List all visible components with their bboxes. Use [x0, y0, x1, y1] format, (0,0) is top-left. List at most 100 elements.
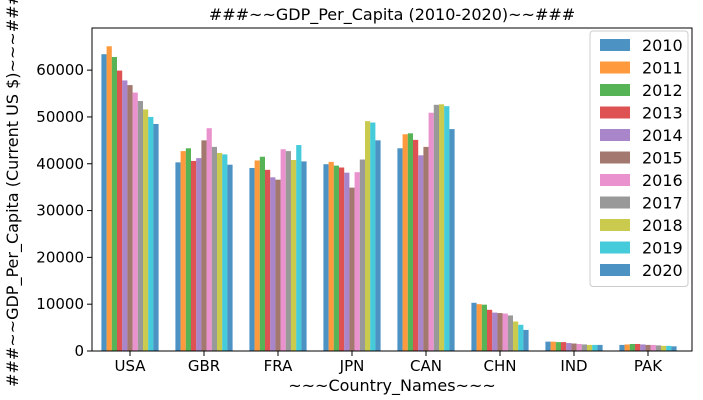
bar-2010-jpn: [323, 164, 329, 351]
x-tick-label-usa: USA: [114, 357, 146, 375]
bar-2015-jpn: [349, 187, 355, 351]
bar-2015-ind: [571, 343, 577, 351]
bar-2011-fra: [254, 160, 260, 351]
y-tick-label: 30000: [36, 202, 84, 220]
bar-2012-gbr: [185, 148, 191, 351]
x-tick-label-pak: PAK: [634, 357, 663, 375]
bar-2016-ind: [576, 343, 582, 351]
bar-2018-pak: [661, 345, 667, 351]
y-tick-label: 0: [74, 342, 84, 360]
y-tick-label: 10000: [36, 295, 84, 313]
legend-label-2019: 2019: [642, 239, 683, 258]
bar-2018-chn: [513, 321, 519, 351]
bar-2010-can: [397, 148, 403, 351]
bar-2015-chn: [497, 313, 503, 351]
bar-2011-jpn: [328, 161, 334, 351]
legend-swatch-2010: [600, 39, 630, 51]
bar-2018-ind: [587, 344, 593, 351]
bar-2014-chn: [492, 312, 498, 351]
bar-2020-chn: [523, 329, 529, 351]
bar-2019-usa: [148, 116, 154, 351]
x-tick-label-gbr: GBR: [188, 357, 220, 375]
bar-2015-pak: [645, 344, 651, 351]
legend-label-2017: 2017: [642, 194, 683, 213]
bar-2010-usa: [101, 54, 107, 352]
y-tick-label: 50000: [36, 108, 84, 126]
bar-2019-ind: [592, 344, 598, 351]
bar-2017-chn: [507, 315, 513, 351]
bar-2013-chn: [487, 309, 493, 351]
bar-2016-can: [428, 112, 434, 351]
bar-2011-gbr: [180, 151, 186, 351]
bar-2017-usa: [137, 101, 143, 351]
bar-2014-ind: [566, 343, 572, 351]
bar-2016-usa: [132, 92, 138, 351]
legend: 2010 2011 2012 2013 2014 2015 2016 2017 2018 2019…: [589, 30, 689, 287]
bar-2011-can: [402, 134, 408, 351]
legend-swatch-2015: [600, 151, 630, 164]
bar-2015-gbr: [201, 140, 207, 351]
bar-2018-jpn: [365, 121, 371, 351]
axes-group: 0 10000 20000 30000 40000 50000 60000 USA GBR FRA…: [36, 27, 693, 375]
bar-2015-usa: [127, 85, 133, 352]
legend-label-2010: 2010: [642, 36, 683, 55]
bar-2012-chn: [481, 304, 487, 351]
bar-2012-pak: [629, 343, 635, 351]
bar-2013-usa: [117, 70, 123, 351]
bar-2011-ind: [550, 341, 556, 351]
legend-label-2015: 2015: [642, 149, 683, 168]
legend-swatch-2016: [600, 174, 630, 186]
bar-2017-fra: [285, 151, 291, 351]
bar-2019-gbr: [222, 154, 228, 351]
bar-2014-pak: [640, 344, 646, 351]
bar-2011-chn: [476, 304, 482, 351]
bar-2017-gbr: [211, 146, 217, 351]
bar-2020-ind: [597, 344, 603, 351]
bar-2019-can: [444, 106, 450, 352]
bar-2020-pak: [671, 346, 677, 351]
bar-2017-jpn: [359, 159, 365, 351]
bar-2013-ind: [561, 342, 567, 351]
bar-2018-gbr: [217, 152, 223, 351]
x-tick-label-jpn: JPN: [339, 357, 365, 375]
x-axis-title: ~~~Country_Names~~~: [288, 376, 496, 396]
bar-2013-fra: [265, 169, 271, 351]
bar-2013-gbr: [191, 160, 197, 351]
x-tick-label-can: CAN: [410, 357, 442, 375]
bar-2016-gbr: [206, 128, 212, 351]
y-tick-label: 20000: [36, 248, 84, 266]
bar-2020-fra: [301, 161, 307, 351]
x-tick-label-fra: FRA: [264, 357, 293, 375]
legend-swatch-2014: [600, 129, 630, 141]
bar-2017-pak: [655, 345, 661, 351]
bar-2019-fra: [296, 145, 302, 351]
bar-2018-fra: [291, 160, 297, 351]
legend-label-2013: 2013: [642, 104, 683, 123]
bar-2019-pak: [666, 345, 672, 351]
bar-2015-can: [423, 146, 429, 351]
legend-label-2014: 2014: [642, 126, 683, 145]
bar-2012-fra: [259, 156, 265, 351]
bar-2016-fra: [280, 149, 286, 351]
bar-2015-fra: [275, 179, 281, 351]
bar-2016-pak: [650, 344, 656, 351]
legend-swatch-2019: [600, 241, 630, 254]
bar-2014-usa: [122, 80, 128, 352]
bar-2010-ind: [545, 341, 551, 351]
bar-2020-can: [449, 129, 455, 351]
y-tick-label: 40000: [36, 155, 84, 173]
bar-2020-gbr: [227, 164, 233, 351]
bars-group: [101, 46, 677, 352]
legend-label-2011: 2011: [642, 59, 683, 78]
bar-2017-ind: [581, 344, 587, 351]
bar-2012-ind: [555, 342, 561, 351]
bar-2014-jpn: [344, 172, 350, 351]
bar-2013-can: [413, 139, 419, 351]
bar-2019-chn: [518, 324, 524, 351]
bar-2010-pak: [619, 344, 625, 351]
y-tick-label: 60000: [36, 61, 84, 79]
bar-2011-usa: [106, 46, 112, 351]
bar-2020-usa: [153, 123, 159, 352]
